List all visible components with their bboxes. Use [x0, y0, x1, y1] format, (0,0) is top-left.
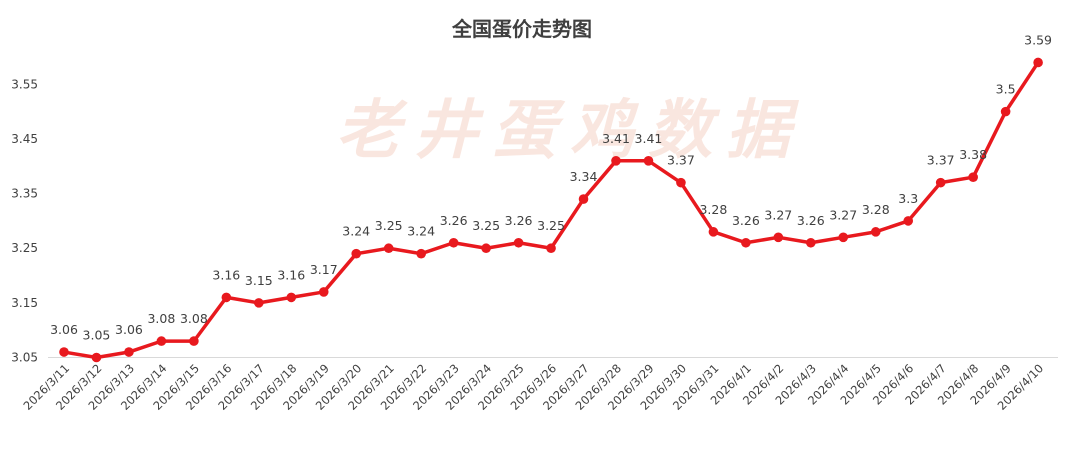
data-point [741, 237, 751, 248]
watermark-text: 老井蛋鸡数据 [336, 93, 804, 168]
data-label: 3.27 [829, 207, 857, 222]
data-label: 3.24 [342, 224, 370, 239]
data-label: 3.25 [375, 218, 403, 233]
data-label: 3.08 [147, 311, 175, 326]
data-label: 3.16 [212, 267, 240, 282]
y-axis-ticks: 3.05 3.15 3.25 3.35 3.45 3.55 [11, 77, 38, 364]
y-tick-label: 3.55 [11, 77, 38, 91]
data-point [351, 248, 362, 259]
data-label: 3.08 [180, 311, 208, 326]
data-label: 3.24 [407, 224, 435, 239]
data-point [124, 347, 134, 357]
data-label: 3.06 [50, 322, 78, 337]
data-label: 3.26 [440, 213, 468, 228]
data-point [416, 248, 426, 259]
data-label: 3.26 [505, 213, 533, 228]
data-point [935, 177, 946, 188]
data-label: 3.38 [959, 147, 987, 162]
data-label: 3.37 [927, 153, 955, 168]
data-label: 3.17 [310, 262, 338, 277]
data-label: 3.59 [1024, 32, 1052, 47]
data-label: 3.16 [277, 267, 305, 282]
data-label: 3.28 [699, 202, 727, 217]
data-point [481, 243, 491, 254]
y-tick-label: 3.35 [11, 187, 38, 201]
data-point [546, 243, 556, 254]
data-label: 3.41 [602, 131, 630, 146]
data-label: 3.41 [635, 131, 663, 146]
data-point [708, 227, 719, 237]
data-point [513, 237, 524, 248]
data-labels: 3.06 3.05 3.06 3.08 3.08 3.16 3.15 3.16 3.17 3.24… [50, 32, 1052, 342]
data-point [91, 352, 102, 363]
data-point [643, 156, 654, 166]
chart-title: 全国蛋价走势图 [451, 17, 592, 41]
data-point [773, 232, 784, 243]
data-point [1000, 106, 1011, 117]
data-label: 3.34 [570, 169, 598, 184]
data-point [968, 172, 978, 182]
y-tick-label: 3.05 [11, 351, 38, 365]
data-point [189, 336, 199, 346]
y-tick-label: 3.45 [11, 132, 38, 146]
data-point [254, 298, 264, 308]
data-point [870, 227, 881, 237]
data-point [318, 287, 329, 297]
data-point [676, 177, 686, 188]
data-point [156, 336, 167, 346]
data-point [838, 232, 849, 243]
data-point [611, 156, 621, 166]
data-point [221, 292, 232, 303]
data-point [806, 237, 816, 248]
data-point [286, 292, 297, 303]
data-label: 3.5 [996, 82, 1016, 97]
data-label: 3.3 [898, 191, 918, 206]
data-point [1033, 57, 1043, 68]
data-label: 3.28 [862, 202, 890, 217]
data-label: 3.26 [797, 213, 825, 228]
data-point [383, 243, 394, 254]
data-point [59, 347, 69, 357]
data-point [448, 237, 459, 248]
data-point [903, 216, 914, 226]
data-points [59, 57, 1043, 363]
y-tick-label: 3.15 [11, 296, 38, 310]
data-label: 3.15 [245, 273, 273, 288]
y-tick-label: 3.25 [11, 241, 38, 255]
data-label: 3.06 [115, 322, 143, 337]
data-label: 3.25 [472, 218, 500, 233]
data-point [578, 194, 589, 204]
data-label: 3.37 [667, 153, 695, 168]
data-label: 3.25 [537, 218, 565, 233]
data-label: 3.27 [764, 207, 792, 222]
data-label: 3.05 [83, 328, 111, 343]
data-label: 3.26 [732, 213, 760, 228]
x-axis-ticks: 2026/3/112026/3/122026/3/132026/3/142026… [21, 361, 1047, 413]
